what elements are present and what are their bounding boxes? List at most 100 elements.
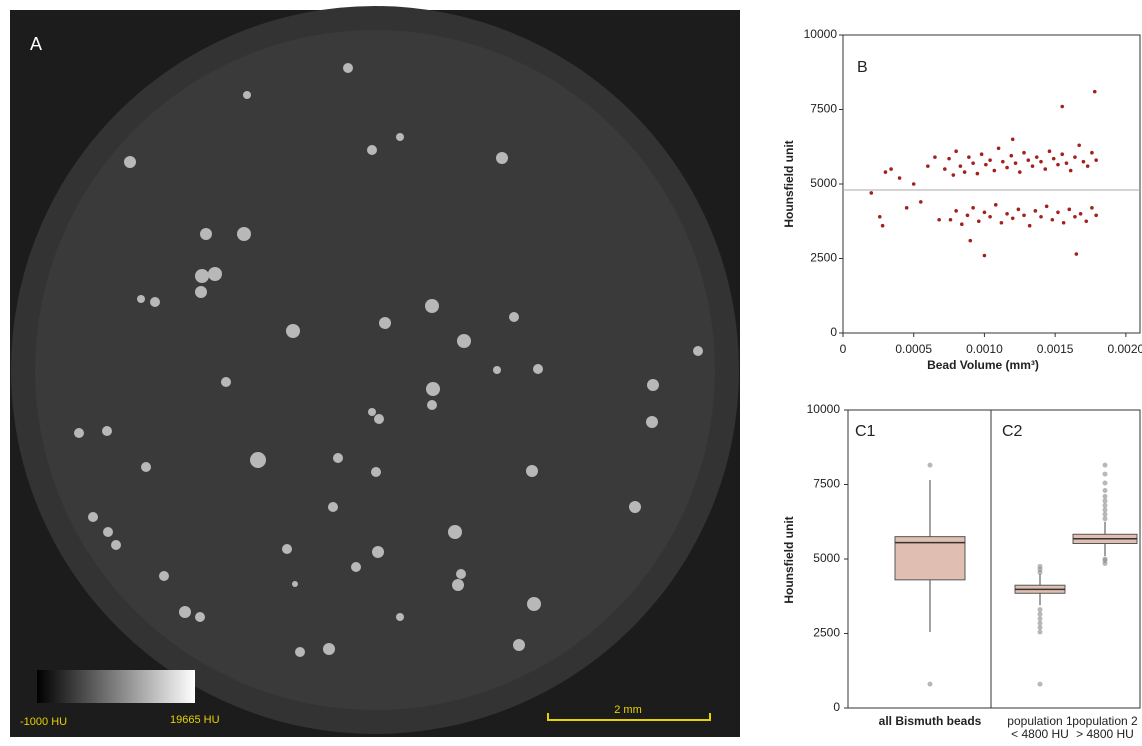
colorbar (37, 670, 195, 703)
y-tick-label: 10000 (807, 402, 841, 416)
point (1069, 169, 1073, 173)
bead (150, 297, 160, 307)
outlier (1103, 481, 1108, 486)
point (1010, 154, 1014, 158)
bead (237, 227, 251, 241)
point (984, 163, 988, 167)
y-tick-label: 2500 (813, 626, 840, 640)
bead (374, 414, 384, 424)
point (966, 213, 970, 217)
point (878, 215, 882, 219)
point (1005, 212, 1009, 216)
bead (195, 612, 205, 622)
point (1014, 161, 1018, 165)
point (926, 164, 930, 168)
bead (328, 502, 338, 512)
x-tick-label: 0.0005 (895, 342, 932, 356)
point (905, 206, 909, 210)
bead (103, 527, 113, 537)
point (869, 191, 873, 195)
bead (368, 408, 376, 416)
panel-label: A (30, 34, 42, 54)
point (960, 222, 964, 226)
bead (159, 571, 169, 581)
panel-label: C2 (1002, 423, 1023, 440)
point (1093, 90, 1097, 94)
outlier (1038, 564, 1043, 569)
outlier (1103, 503, 1108, 508)
point (937, 218, 941, 222)
point (919, 200, 923, 204)
x-tick-label: 0.0010 (966, 342, 1003, 356)
point (1011, 216, 1015, 220)
sample-inner (35, 30, 715, 710)
point (1001, 160, 1005, 164)
point (1067, 208, 1071, 212)
bead (351, 562, 361, 572)
point (1026, 158, 1030, 162)
category-label: population 2 (1072, 714, 1138, 728)
outlier (1103, 472, 1108, 477)
point (1022, 213, 1026, 217)
outlier (1103, 488, 1108, 493)
bead (88, 512, 98, 522)
point (1000, 221, 1004, 225)
point (1062, 221, 1066, 225)
colorbar-min: -1000 HU (20, 716, 67, 728)
point (980, 152, 984, 156)
point (1060, 152, 1064, 156)
y-axis-title: Hounsfield unit (782, 516, 796, 603)
x-axis-title: Bead Volume (mm³) (927, 358, 1039, 372)
point (1031, 164, 1035, 168)
bead (629, 501, 641, 513)
bead (647, 379, 659, 391)
point (988, 215, 992, 219)
point (983, 254, 987, 258)
bead (646, 416, 658, 428)
outlier (1103, 516, 1108, 521)
bead (141, 462, 151, 472)
point (994, 203, 998, 207)
x-tick-label: 0.0020 (1108, 342, 1142, 356)
outlier (1038, 607, 1043, 612)
point (884, 170, 888, 174)
bead (509, 312, 519, 322)
y-tick-label: 0 (833, 700, 840, 714)
plot-frame (848, 410, 1140, 708)
point (1045, 205, 1049, 209)
y-axis-title: Hounsfield unit (782, 140, 796, 227)
point (1075, 252, 1079, 256)
bead (243, 91, 251, 99)
point (933, 155, 937, 159)
point (1022, 151, 1026, 155)
point (1034, 209, 1038, 213)
point (952, 173, 956, 177)
point (1084, 219, 1088, 223)
point (954, 149, 958, 153)
outlier (928, 682, 933, 687)
point (1082, 160, 1086, 164)
point (1017, 208, 1021, 212)
figure: A -1000 HU 19665 HU 2 mm 025005000750010… (0, 0, 1142, 741)
outlier (1103, 507, 1108, 512)
point (971, 206, 975, 210)
x-tick-label: 0 (840, 342, 847, 356)
bead (137, 295, 145, 303)
bead (427, 400, 437, 410)
category-label: all Bismuth beads (879, 714, 982, 728)
point (1079, 212, 1083, 216)
y-tick-label: 10000 (804, 27, 838, 41)
bead (396, 613, 404, 621)
bead (292, 581, 298, 587)
panel-label: C1 (855, 423, 876, 440)
bead (456, 569, 466, 579)
point (1094, 213, 1098, 217)
outlier (1103, 512, 1108, 517)
bead (286, 324, 300, 338)
bead (74, 428, 84, 438)
bead (379, 317, 391, 329)
panel-label: B (857, 59, 868, 76)
category-label: > 4800 HU (1076, 727, 1134, 741)
point (967, 155, 971, 159)
outlier (1038, 625, 1043, 630)
